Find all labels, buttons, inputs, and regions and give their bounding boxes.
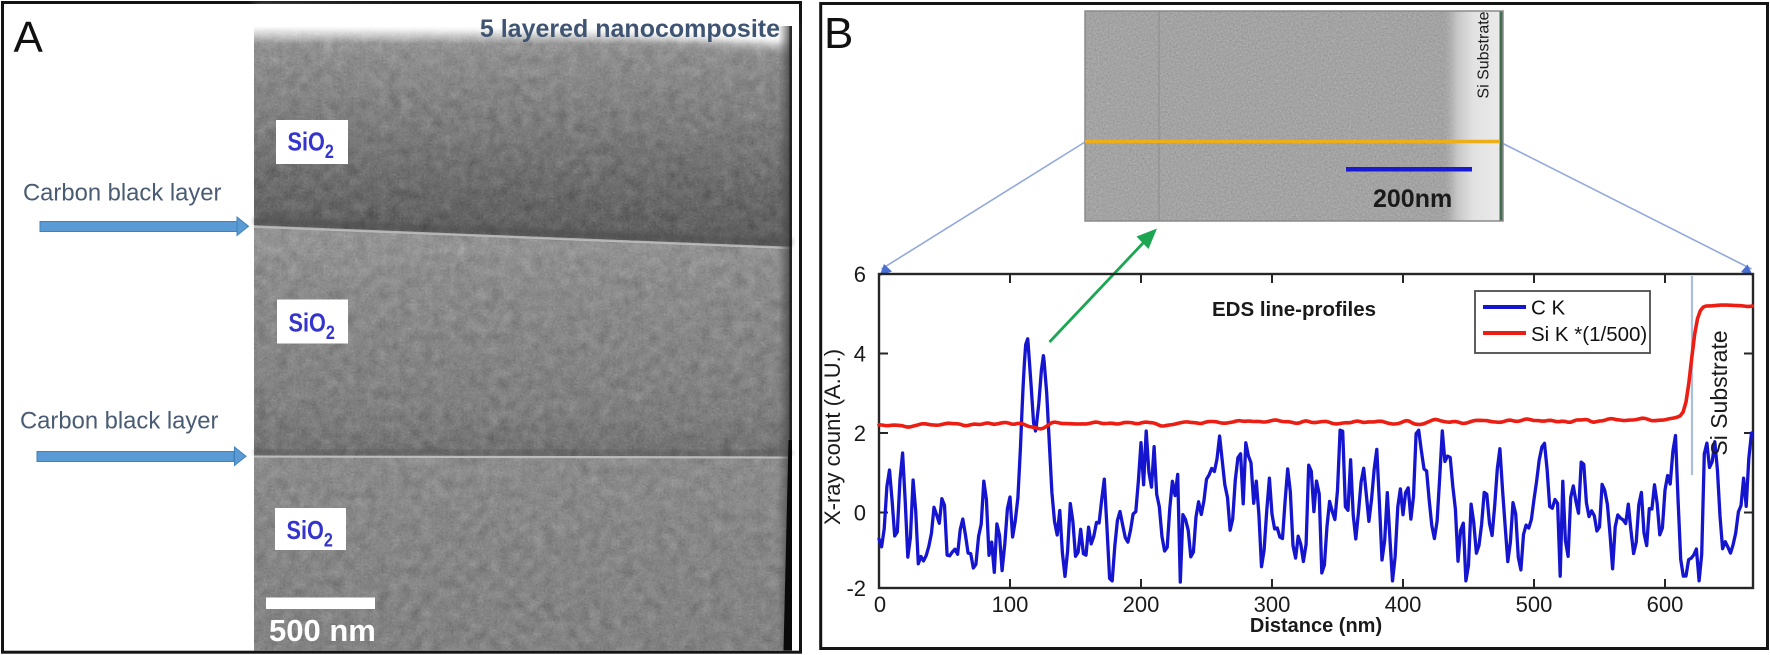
svg-text:100: 100 (992, 592, 1029, 617)
svg-text:X-ray count (A.U.): X-ray count (A.U.) (820, 349, 845, 525)
svg-text:2: 2 (854, 421, 866, 446)
svg-text:4: 4 (854, 342, 866, 367)
svg-text:EDS line-profiles: EDS line-profiles (1212, 298, 1376, 321)
svg-text:200: 200 (1123, 592, 1160, 617)
svg-text:C K: C K (1531, 297, 1566, 320)
svg-text:6: 6 (854, 262, 866, 287)
svg-text:Si Substrate: Si Substrate (1706, 330, 1732, 455)
svg-text:Si K *(1/500): Si K *(1/500) (1531, 323, 1647, 346)
svg-text:-2: -2 (846, 576, 866, 601)
svg-text:A: A (14, 13, 44, 62)
svg-text:Carbon black layer: Carbon black layer (20, 408, 218, 435)
svg-text:Si Substrate: Si Substrate (1476, 11, 1493, 98)
svg-text:B: B (824, 9, 853, 58)
svg-text:500 nm: 500 nm (269, 613, 376, 648)
svg-text:0: 0 (854, 501, 866, 526)
svg-text:0: 0 (874, 592, 886, 617)
svg-text:5 layered nanocomposite: 5 layered nanocomposite (480, 15, 780, 43)
svg-text:Carbon black layer: Carbon black layer (23, 180, 221, 207)
svg-text:300: 300 (1254, 592, 1291, 617)
svg-text:400: 400 (1385, 592, 1422, 617)
svg-text:500: 500 (1516, 592, 1553, 617)
svg-text:600: 600 (1647, 592, 1684, 617)
svg-text:Distance (nm): Distance (nm) (1250, 615, 1382, 637)
svg-text:200nm: 200nm (1373, 185, 1452, 213)
